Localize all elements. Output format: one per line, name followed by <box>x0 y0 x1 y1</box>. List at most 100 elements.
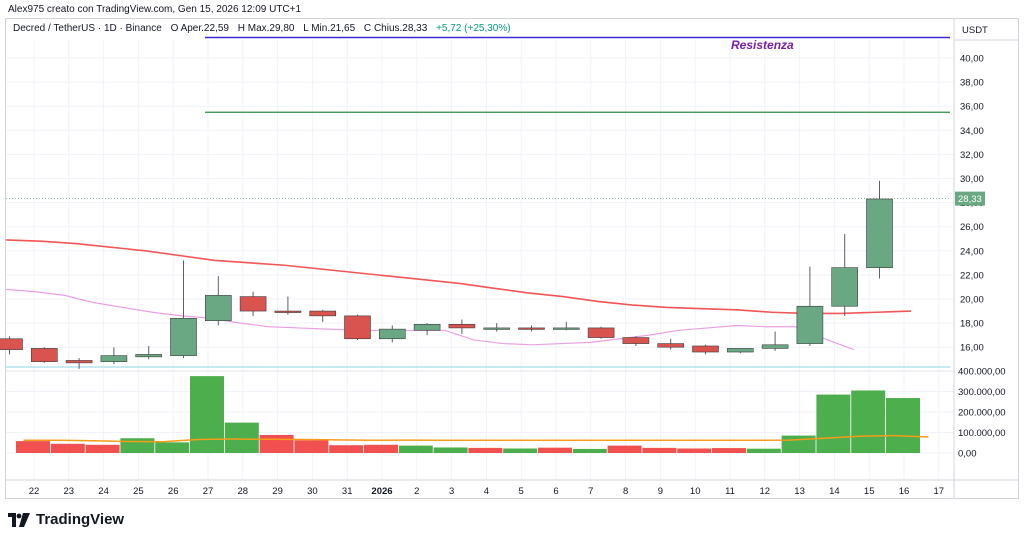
tradingview-logo-icon <box>8 512 30 527</box>
volume-bar <box>607 445 642 453</box>
candle[interactable] <box>622 336 650 346</box>
candle[interactable] <box>344 314 371 340</box>
candle[interactable] <box>65 358 93 369</box>
candle-body <box>0 338 23 350</box>
time-tick-label: 8 <box>623 486 628 497</box>
candle-body <box>483 327 511 330</box>
time-tick-label: 9 <box>658 486 663 497</box>
candle[interactable] <box>692 344 719 355</box>
candles[interactable] <box>0 180 893 369</box>
grid-layer <box>6 40 954 480</box>
low-value: Min.21,65 <box>311 23 356 34</box>
candle[interactable] <box>587 326 615 339</box>
candle-body <box>657 343 685 348</box>
volume-bar <box>224 422 259 453</box>
volume-bar <box>851 390 886 453</box>
volume-bar <box>329 445 364 453</box>
price-tick-label: 30,00 <box>960 174 984 185</box>
volume-tick-label: 100.000,00 <box>958 428 1006 439</box>
candle-body <box>448 324 476 329</box>
price-tick-label: 38,00 <box>960 78 984 89</box>
candle[interactable] <box>0 336 23 355</box>
candle[interactable] <box>30 347 58 363</box>
time-tick-label: 30 <box>307 486 318 497</box>
candle[interactable] <box>239 291 267 316</box>
time-tick-label: 25 <box>133 486 144 497</box>
time-tick-label: 4 <box>484 486 489 497</box>
candle[interactable] <box>657 338 685 350</box>
candle[interactable] <box>378 325 406 343</box>
time-tick-label: 13 <box>794 486 805 497</box>
tradingview-logo-text: TradingView <box>36 511 125 528</box>
price-tick-label: 22,00 <box>960 270 984 281</box>
candle[interactable] <box>761 331 789 351</box>
price-tick-label: 36,00 <box>960 102 984 113</box>
price-axis-unit[interactable]: USDT <box>962 25 988 36</box>
candle-body <box>796 305 824 344</box>
candle-body <box>378 328 406 340</box>
candle-body <box>587 327 615 338</box>
candle-body <box>518 327 545 330</box>
candle[interactable] <box>518 325 545 332</box>
time-tick-label: 2026 <box>371 486 392 497</box>
high-label: H <box>237 23 245 34</box>
candle[interactable] <box>100 347 128 365</box>
candle-body <box>552 327 580 330</box>
volume-bar <box>503 448 538 453</box>
candle-body <box>205 295 232 321</box>
axes[interactable]: 40,0038,0036,0034,0032,0030,0028,0026,00… <box>6 19 1018 498</box>
candle[interactable] <box>170 260 197 359</box>
time-tick-label: 22 <box>29 486 40 497</box>
candle[interactable] <box>205 276 232 326</box>
time-tick-label: 28 <box>238 486 249 497</box>
candle[interactable] <box>135 345 162 360</box>
volume-bar <box>538 447 572 453</box>
price-tick-label: 18,00 <box>960 319 984 330</box>
change-value: +5,72 (+25,30%) <box>436 23 511 34</box>
volume-bar <box>364 444 398 453</box>
candle-body <box>239 296 267 312</box>
candle-body <box>30 348 58 362</box>
candle[interactable] <box>552 321 580 331</box>
last-price-tag[interactable] <box>955 191 985 206</box>
volume-tick-label: 300.000,00 <box>958 387 1006 398</box>
candle-body <box>622 337 650 344</box>
candle[interactable] <box>413 323 441 336</box>
open-value: Aper.22,59 <box>180 23 229 34</box>
chart-frame <box>5 18 1019 499</box>
symbol-legend: Decred / TetherUS · 1D · Binance O Aper.… <box>13 23 511 34</box>
candle-body <box>831 267 859 307</box>
tradingview-logo[interactable]: TradingView <box>8 511 124 528</box>
time-tick-label: 29 <box>272 486 283 497</box>
price-tick-label: 34,00 <box>960 126 984 137</box>
symbol-name[interactable]: Decred / TetherUS · 1D · Binance <box>13 23 162 34</box>
last-price-tag-label: 28,33 <box>958 194 982 205</box>
volume-bar <box>50 443 85 453</box>
time-tick-label: 2 <box>414 486 419 497</box>
price-tick-label: 16,00 <box>960 343 984 354</box>
candle[interactable] <box>831 233 859 316</box>
time-tick-label: 11 <box>725 486 735 497</box>
resistance-annotation: Resistenza <box>731 38 794 52</box>
ma-slow-line <box>6 239 911 315</box>
volume-bar <box>294 440 329 453</box>
candle[interactable] <box>796 266 824 346</box>
volume-bar <box>468 447 503 453</box>
candle-body <box>344 315 371 340</box>
candle[interactable] <box>448 319 476 334</box>
candle[interactable] <box>866 180 893 279</box>
candle[interactable] <box>309 309 337 322</box>
candle[interactable] <box>726 348 754 354</box>
candle-body <box>309 310 337 317</box>
close-label: C <box>363 23 372 34</box>
volume-bar <box>712 448 746 453</box>
volume-bar <box>190 376 224 453</box>
candle[interactable] <box>274 296 302 315</box>
volume-bar <box>155 442 190 453</box>
candle-body <box>100 355 128 362</box>
volume-bar <box>886 398 920 453</box>
price-tick-label: 40,00 <box>960 54 984 65</box>
price-tick-label: 26,00 <box>960 222 984 233</box>
candle[interactable] <box>483 323 511 332</box>
